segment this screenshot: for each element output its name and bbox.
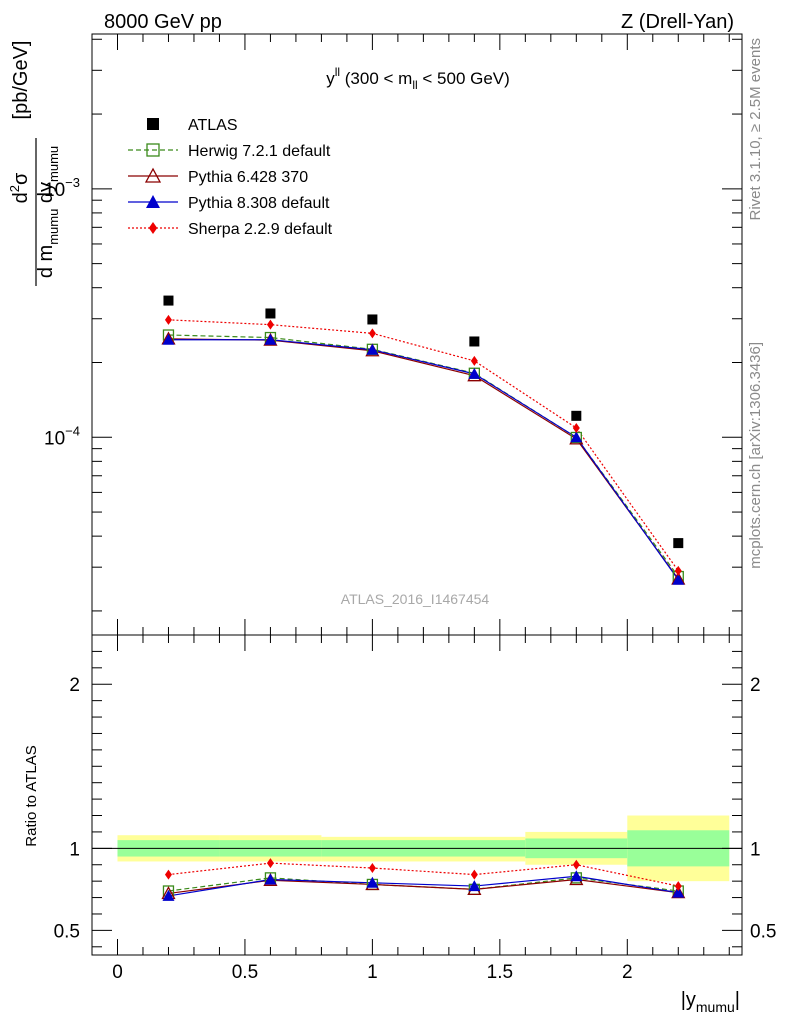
legend-marker-pythia8	[146, 195, 160, 208]
main-point-pythia8-5	[672, 573, 685, 585]
header-left: 8000 GeV pp	[104, 11, 222, 33]
main-point-pythia8-3	[468, 367, 481, 379]
x-tick-label: 1.5	[487, 962, 513, 983]
main-point-sherpa-1	[266, 319, 274, 330]
x-tick-label: 1	[367, 962, 378, 983]
main-axis-ticks	[92, 34, 742, 635]
main-point-sherpa-5	[674, 565, 682, 576]
ratio-series-markers	[161, 858, 686, 901]
main-point-atlas-4	[571, 410, 582, 421]
legend-label-herwig: Herwig 7.2.1 default	[188, 143, 331, 160]
legend-entry-atlas: ATLAS	[147, 117, 238, 134]
y-label-numerator: d2σ	[7, 172, 32, 203]
ratio-point-sherpa-5	[674, 881, 682, 892]
ratio-y-tick-label-right: 2	[750, 675, 761, 696]
legend-entry-pythia8: Pythia 8.308 default	[128, 195, 330, 212]
main-line-herwig	[168, 334, 679, 577]
legend-marker-pythia6	[144, 167, 162, 183]
ratio-point-pythia8-4	[570, 870, 583, 882]
ratio-y-tick-label-right: 1	[750, 839, 761, 860]
ratio-axis-ticks	[92, 635, 742, 955]
ratio-point-pythia8-3	[468, 880, 481, 892]
legend-label-sherpa: Sherpa 2.2.9 default	[188, 221, 333, 238]
main-point-atlas-1	[265, 308, 276, 319]
ratio-point-sherpa-0	[164, 869, 172, 880]
y-label-denominator: d mmumu dymumu	[35, 146, 61, 278]
main-point-atlas-3	[469, 336, 480, 347]
ratio-point-sherpa-3	[470, 869, 478, 880]
ratio-point-pythia8-1	[264, 873, 277, 885]
legend-label-atlas: ATLAS	[188, 117, 238, 134]
y-label-unit: [pb/GeV]	[10, 41, 32, 120]
ratio-line-sherpa	[168, 862, 679, 887]
main-y-tick-labels: 10−4 10−3	[44, 175, 80, 449]
ratio-panel: 0.5 0.5 1 1 2 2 0 0.5 1 1.5 2	[54, 634, 777, 983]
main-line-pythia8	[168, 339, 679, 581]
x-tick-label: 0.5	[232, 962, 258, 983]
ratio-point-sherpa-2	[368, 863, 376, 874]
ratio-y-tick-label-left: 1	[69, 839, 80, 860]
rivet-version-label: Rivet 3.1.10, ≥ 2.5M events	[747, 38, 764, 221]
ratio-point-pythia8-0	[162, 889, 175, 901]
main-point-pythia8-0	[162, 333, 175, 345]
main-series-markers	[161, 295, 686, 585]
ratio-y-tick-label-right: 0.5	[750, 921, 776, 942]
ratio-line-pythia8	[168, 875, 679, 897]
main-point-sherpa-0	[164, 314, 172, 325]
legend-entry-herwig: Herwig 7.2.1 default	[128, 143, 331, 160]
legend-entry-sherpa: Sherpa 2.2.9 default	[128, 221, 333, 238]
x-tick-label: 0	[112, 962, 123, 983]
main-point-sherpa-4	[572, 422, 580, 433]
mcplots-label: mcplots.cern.ch [arXiv:1306.3436]	[747, 342, 764, 569]
legend: ATLAS Herwig 7.2.1 default Pythia 6.428 37…	[128, 117, 333, 238]
ratio-frame	[91, 634, 743, 956]
x-axis-label: |ymumu|	[681, 989, 740, 1015]
ratio-point-sherpa-4	[572, 859, 580, 870]
main-point-pythia8-1	[264, 333, 277, 345]
ratio-y-tick-labels: 0.5 0.5 1 1 2 2	[54, 675, 777, 942]
main-line-sherpa	[168, 319, 679, 572]
ratio-y-tick-label-left: 2	[69, 675, 80, 696]
main-y-tick-label: 10−3	[44, 175, 80, 201]
main-point-pythia8-2	[366, 343, 379, 355]
x-tick-label: 2	[622, 962, 633, 983]
legend-marker-sherpa	[148, 222, 158, 234]
main-y-axis-label: d2σ d mmumu dymumu [pb/GeV]	[7, 41, 61, 286]
chart-title: yll (300 < mll < 500 GeV)	[326, 65, 510, 92]
header-right: Z (Drell-Yan)	[621, 11, 734, 33]
legend-marker-herwig	[146, 143, 160, 157]
analysis-watermark: ATLAS_2016_I1467454	[341, 591, 490, 607]
main-line-pythia6	[168, 338, 679, 580]
ratio-point-sherpa-1	[266, 858, 274, 869]
main-point-sherpa-2	[368, 328, 376, 339]
legend-marker-atlas	[147, 118, 159, 130]
main-point-pythia8-4	[570, 431, 583, 443]
ratio-y-tick-label-left: 0.5	[54, 921, 80, 942]
ratio-series-lines	[168, 862, 679, 897]
main-y-tick-label: 10−4	[44, 423, 80, 449]
ratio-y-axis-label: Ratio to ATLAS	[23, 745, 40, 846]
legend-entry-pythia6: Pythia 6.428 370	[128, 167, 308, 186]
ratio-point-pythia8-5	[672, 886, 685, 898]
legend-label-pythia8: Pythia 8.308 default	[188, 195, 330, 212]
main-point-atlas-0	[163, 295, 174, 306]
main-panel: 10−4 10−3 yll (300 < mll < 500 GeV) ATLAS…	[44, 33, 743, 636]
ratio-point-pythia8-2	[366, 876, 379, 888]
x-tick-labels: 0 0.5 1 1.5 2	[112, 962, 632, 983]
main-point-sherpa-3	[470, 355, 478, 366]
main-point-atlas-2	[367, 314, 378, 325]
main-series-lines	[168, 319, 679, 581]
legend-label-pythia6: Pythia 6.428 370	[188, 169, 308, 186]
main-point-atlas-5	[673, 538, 684, 549]
